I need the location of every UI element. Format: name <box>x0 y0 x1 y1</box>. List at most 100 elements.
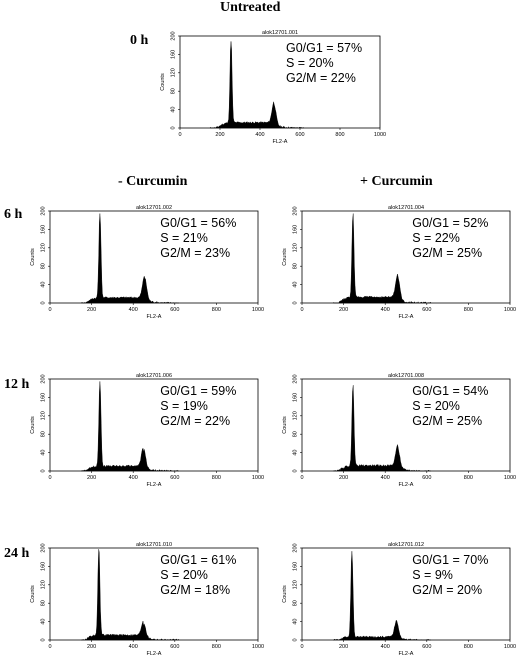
x-tick-label: 400 <box>129 644 138 650</box>
y-tick-label: 120 <box>292 580 298 589</box>
phase-annotation: G2/M = 20% <box>412 583 482 597</box>
y-tick-label: 120 <box>292 411 298 420</box>
phase-annotation: G2/M = 25% <box>412 246 482 260</box>
x-tick-label: 600 <box>422 644 431 650</box>
x-tick-label: 600 <box>170 644 179 650</box>
row-label-12h: 12 h <box>4 377 30 392</box>
x-axis-label: FL2-A <box>399 314 414 320</box>
panel-title: alok12701.012 <box>388 542 424 548</box>
histogram-minus-24h: alok12701.010 0 40 80 120 160 200 0 200 400 600 800… <box>30 542 264 657</box>
x-tick-label: 0 <box>178 132 181 138</box>
histogram-minus-6h: alok12701.002 0 40 80 120 160 200 0 200 400 600 800… <box>30 205 264 320</box>
row-label-24h: 24 h <box>4 546 30 561</box>
col-plus-curcumin-heading: + Curcumin <box>360 174 433 189</box>
y-axis-label: Counts <box>282 585 288 603</box>
phase-annotation: G2/M = 25% <box>412 414 482 428</box>
x-axis-label: FL2-A <box>399 482 414 488</box>
x-tick-label: 600 <box>422 475 431 481</box>
x-tick-label: 800 <box>464 475 473 481</box>
y-tick-label: 120 <box>292 243 298 252</box>
phase-annotation: G0/G1 = 57% <box>286 41 362 55</box>
histogram-plus-24h: alok12701.012 0 40 80 120 160 200 0 200 400 600 800… <box>282 542 516 657</box>
x-tick-label: 1000 <box>374 132 386 138</box>
y-tick-label: 200 <box>292 374 298 383</box>
phase-annotation: G2/M = 22% <box>286 71 356 85</box>
x-tick-label: 400 <box>129 307 138 313</box>
x-tick-label: 600 <box>422 307 431 313</box>
y-tick-label: 160 <box>292 225 298 234</box>
phase-annotation: G0/G1 = 59% <box>160 384 236 398</box>
y-tick-label: 80 <box>40 431 46 437</box>
untreated-heading: Untreated <box>220 0 281 15</box>
x-tick-label: 400 <box>255 132 264 138</box>
y-tick-label: 0 <box>40 469 46 472</box>
phase-annotation: G0/G1 = 52% <box>412 216 488 230</box>
panel-title: alok12701.004 <box>388 205 424 211</box>
x-tick-label: 1000 <box>504 644 516 650</box>
x-axis-label: FL2-A <box>147 482 162 488</box>
phase-annotation: S = 20% <box>160 568 208 582</box>
y-tick-label: 120 <box>40 580 46 589</box>
x-tick-label: 1000 <box>504 307 516 313</box>
x-tick-label: 400 <box>129 475 138 481</box>
x-tick-label: 1000 <box>252 644 264 650</box>
histogram-area <box>81 549 180 641</box>
histogram-untreated-0h: alok12701.001 0 40 80 120 160 200 0 200 400 600 800… <box>160 30 386 145</box>
x-tick-label: 0 <box>300 307 303 313</box>
y-tick-label: 160 <box>40 393 46 402</box>
y-tick-label: 40 <box>40 450 46 456</box>
y-tick-label: 0 <box>292 301 298 304</box>
y-tick-label: 80 <box>40 600 46 606</box>
x-tick-label: 800 <box>212 475 221 481</box>
x-tick-label: 0 <box>300 475 303 481</box>
y-tick-label: 80 <box>292 600 298 606</box>
phase-annotation: S = 20% <box>286 56 334 70</box>
y-tick-label: 120 <box>40 243 46 252</box>
y-tick-label: 40 <box>40 282 46 288</box>
x-tick-label: 800 <box>212 644 221 650</box>
x-tick-label: 200 <box>339 644 348 650</box>
histogram-area <box>333 213 432 304</box>
y-tick-label: 200 <box>170 31 176 40</box>
y-tick-label: 0 <box>292 469 298 472</box>
y-tick-label: 40 <box>292 450 298 456</box>
phase-annotation: G2/M = 18% <box>160 583 230 597</box>
histogram-area <box>333 385 431 472</box>
y-tick-label: 0 <box>40 638 46 641</box>
row-label-6h: 6 h <box>4 207 23 222</box>
x-tick-label: 200 <box>339 475 348 481</box>
phase-annotation: G0/G1 = 54% <box>412 384 488 398</box>
phase-annotation: G0/G1 = 70% <box>412 553 488 567</box>
x-tick-label: 1000 <box>252 307 264 313</box>
y-tick-label: 200 <box>40 374 46 383</box>
y-tick-label: 160 <box>40 225 46 234</box>
x-tick-label: 200 <box>339 307 348 313</box>
y-tick-label: 80 <box>170 88 176 94</box>
x-axis-label: FL2-A <box>147 651 162 657</box>
histogram-area <box>333 551 432 641</box>
x-tick-label: 400 <box>381 644 390 650</box>
x-tick-label: 0 <box>48 307 51 313</box>
y-tick-label: 160 <box>292 562 298 571</box>
y-tick-label: 80 <box>292 431 298 437</box>
y-tick-label: 0 <box>40 301 46 304</box>
panel-title: alok12701.008 <box>388 373 424 379</box>
y-tick-label: 40 <box>292 619 298 625</box>
y-tick-label: 80 <box>40 263 46 269</box>
x-tick-label: 0 <box>48 475 51 481</box>
x-tick-label: 600 <box>170 307 179 313</box>
x-tick-label: 0 <box>48 644 51 650</box>
histogram-plus-6h: alok12701.004 0 40 80 120 160 200 0 200 400 600 800… <box>282 205 516 320</box>
y-tick-label: 40 <box>40 619 46 625</box>
y-tick-label: 200 <box>292 543 298 552</box>
x-tick-label: 200 <box>87 475 96 481</box>
x-tick-label: 0 <box>300 644 303 650</box>
x-tick-label: 400 <box>381 307 390 313</box>
phase-annotation: S = 21% <box>160 231 208 245</box>
y-tick-label: 160 <box>40 562 46 571</box>
y-tick-label: 120 <box>40 411 46 420</box>
col-minus-curcumin-heading: - Curcumin <box>118 174 188 189</box>
x-tick-label: 1000 <box>504 475 516 481</box>
phase-annotation: S = 9% <box>412 568 453 582</box>
histogram-plus-12h: alok12701.008 0 40 80 120 160 200 0 200 400 600 800… <box>282 373 516 488</box>
